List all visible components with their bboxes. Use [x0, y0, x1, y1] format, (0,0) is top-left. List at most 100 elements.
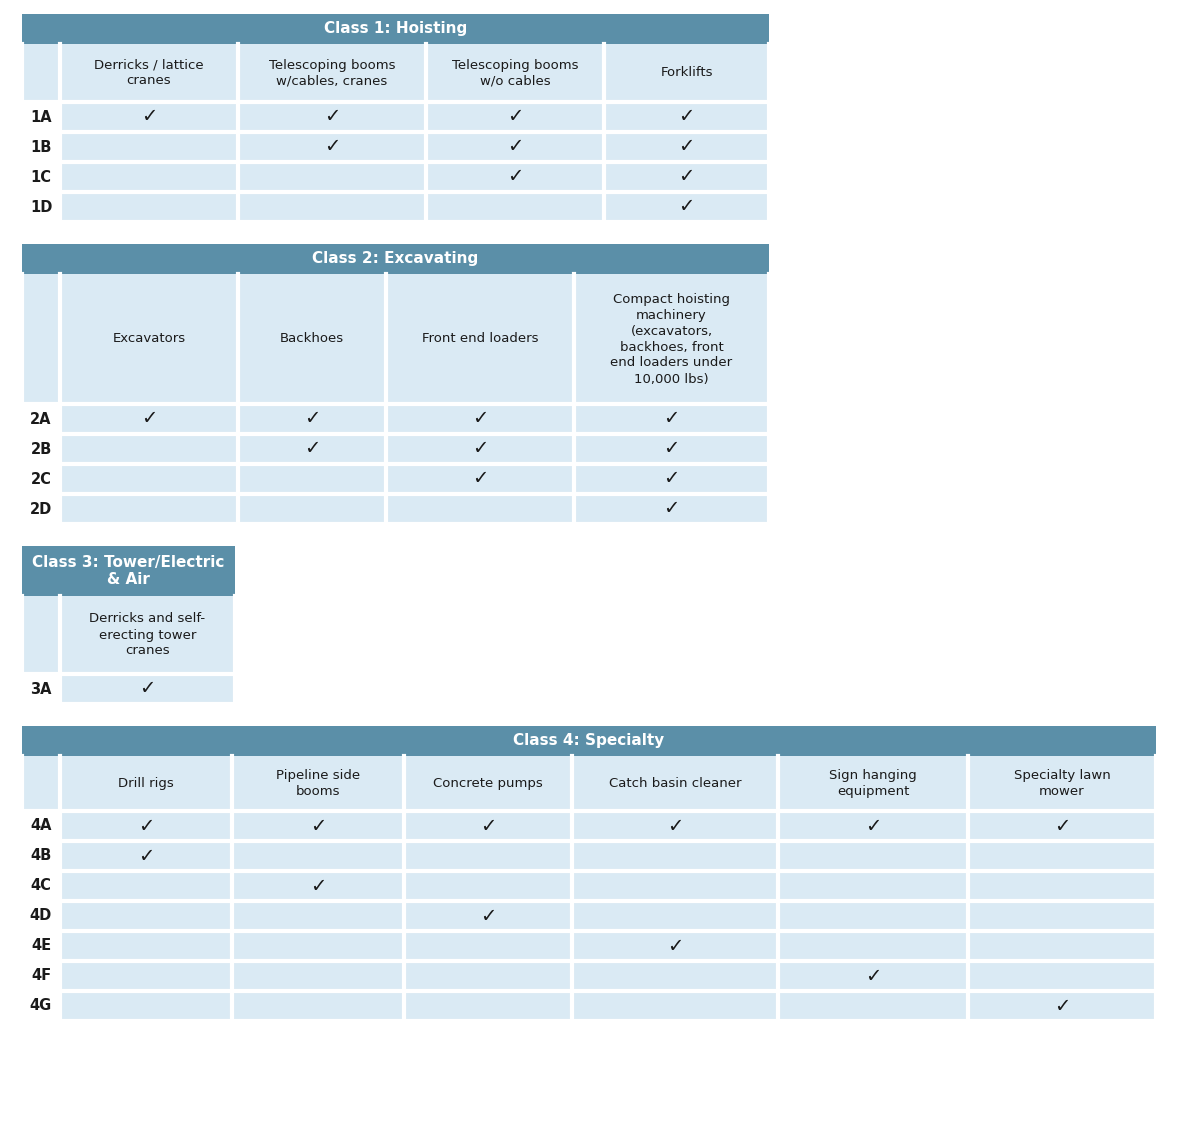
Bar [22, 14, 769, 44]
Bar [426, 162, 604, 192]
Bar [60, 464, 238, 494]
Text: Concrete pumps: Concrete pumps [433, 777, 542, 789]
Bar [572, 901, 778, 931]
Bar [22, 931, 60, 961]
Bar [22, 546, 235, 596]
Bar [232, 756, 404, 811]
Bar [778, 871, 968, 901]
Text: Class 3: Tower/Electric
& Air: Class 3: Tower/Electric & Air [32, 555, 224, 587]
Bar [232, 841, 404, 871]
Bar [22, 991, 60, 1021]
Text: ✓: ✓ [1054, 817, 1070, 836]
Text: 3A: 3A [30, 682, 52, 697]
Text: Sign hanging
equipment: Sign hanging equipment [829, 769, 917, 798]
Bar [404, 961, 572, 991]
Text: 4A: 4A [30, 819, 52, 834]
Bar [60, 44, 238, 102]
Text: ✓: ✓ [472, 409, 488, 429]
Bar [22, 961, 60, 991]
Text: ✓: ✓ [304, 440, 320, 458]
Bar [238, 192, 426, 222]
Bar [22, 596, 60, 674]
Text: ✓: ✓ [138, 817, 154, 836]
Text: ✓: ✓ [1054, 996, 1070, 1016]
Text: 4G: 4G [30, 999, 52, 1013]
Bar [60, 871, 232, 901]
Text: 1A: 1A [30, 110, 52, 124]
Bar [60, 404, 238, 434]
Bar [778, 931, 968, 961]
Bar [426, 44, 604, 102]
Text: ✓: ✓ [865, 967, 881, 985]
Bar [60, 756, 232, 811]
Bar [426, 192, 604, 222]
Bar [386, 464, 574, 494]
Bar [238, 102, 426, 132]
Text: ✓: ✓ [667, 817, 683, 836]
Text: 2A: 2A [30, 412, 52, 426]
Bar [968, 991, 1156, 1021]
Text: ✓: ✓ [324, 107, 340, 127]
Bar [604, 44, 769, 102]
Text: Telescoping booms
w/o cables: Telescoping booms w/o cables [451, 59, 578, 87]
Bar [232, 991, 404, 1021]
Text: 4E: 4E [31, 939, 52, 953]
Bar [386, 494, 574, 524]
Bar [778, 901, 968, 931]
Bar [968, 756, 1156, 811]
Bar [232, 811, 404, 841]
Bar [404, 871, 572, 901]
Bar [778, 991, 968, 1021]
Bar [22, 434, 60, 464]
Text: Specialty lawn
mower: Specialty lawn mower [1014, 769, 1110, 798]
Bar [574, 434, 769, 464]
Text: ✓: ✓ [304, 409, 320, 429]
Text: Class 2: Excavating: Class 2: Excavating [312, 251, 479, 267]
Text: ✓: ✓ [310, 877, 326, 896]
Bar [404, 756, 572, 811]
Bar [22, 726, 1156, 756]
Text: ✓: ✓ [480, 817, 496, 836]
Bar [404, 841, 572, 871]
Bar [386, 434, 574, 464]
Text: ✓: ✓ [678, 138, 695, 156]
Text: 2D: 2D [30, 501, 52, 517]
Text: 1D: 1D [30, 199, 52, 215]
Text: 4C: 4C [30, 879, 52, 893]
Text: Forklifts: Forklifts [660, 67, 713, 79]
Bar [778, 961, 968, 991]
Bar [60, 192, 238, 222]
Bar [22, 244, 769, 274]
Bar [238, 274, 386, 404]
Text: 1C: 1C [30, 170, 52, 184]
Bar [572, 841, 778, 871]
Text: 4B: 4B [30, 848, 52, 863]
Bar [60, 132, 238, 162]
Text: ✓: ✓ [678, 167, 695, 187]
Bar [778, 756, 968, 811]
Text: ✓: ✓ [664, 500, 679, 518]
Text: ✓: ✓ [472, 440, 488, 458]
Bar [572, 931, 778, 961]
Bar [232, 871, 404, 901]
Bar [572, 811, 778, 841]
Bar [572, 871, 778, 901]
Text: Telescoping booms
w/cables, cranes: Telescoping booms w/cables, cranes [269, 59, 395, 87]
Text: ✓: ✓ [480, 907, 496, 925]
Bar [404, 991, 572, 1021]
Bar [22, 162, 60, 192]
Text: 1B: 1B [30, 139, 52, 155]
Bar [60, 901, 232, 931]
Text: Front end loaders: Front end loaders [421, 333, 539, 345]
Bar [22, 494, 60, 524]
Bar [60, 162, 238, 192]
Text: Compact hoisting
machinery
(excavators,
backhoes, front
end loaders under
10,000: Compact hoisting machinery (excavators, … [611, 293, 732, 386]
Text: ✓: ✓ [678, 107, 695, 127]
Bar [232, 931, 404, 961]
Text: 2B: 2B [30, 441, 52, 457]
Bar [232, 961, 404, 991]
Bar [22, 102, 60, 132]
Text: Backhoes: Backhoes [280, 333, 344, 345]
Bar [572, 961, 778, 991]
Bar [604, 192, 769, 222]
